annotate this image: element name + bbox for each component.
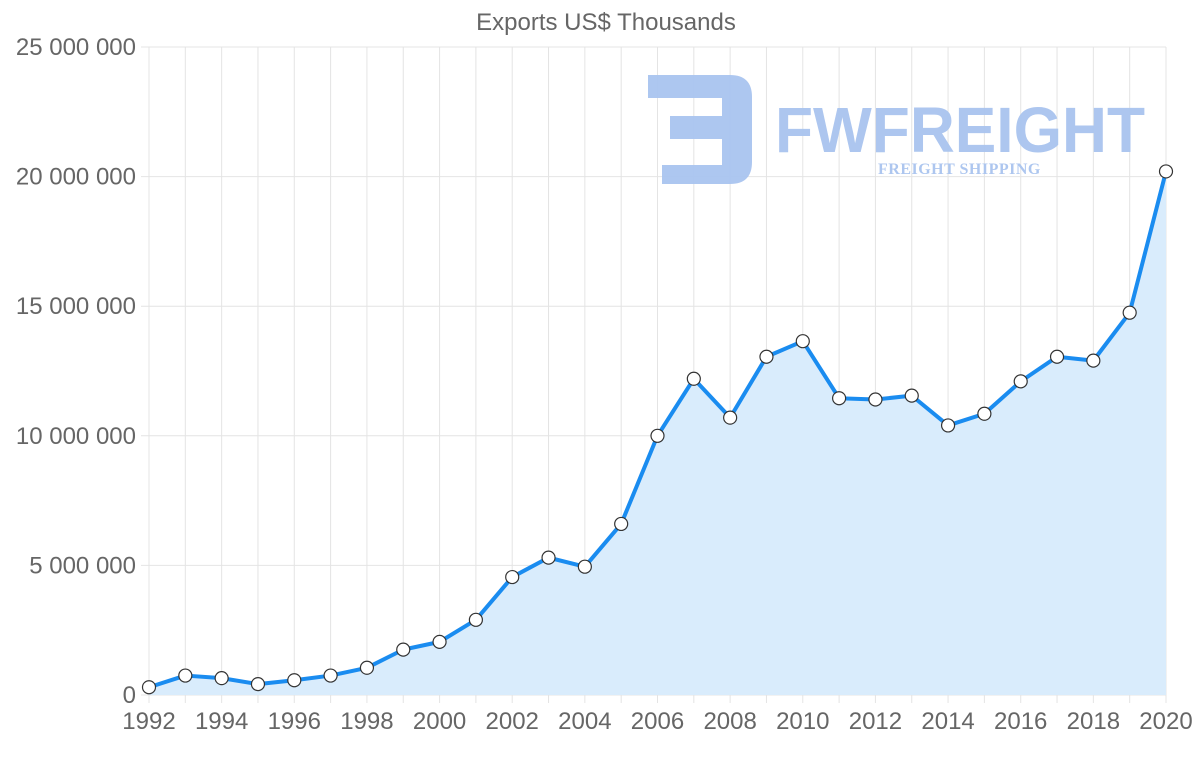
watermark-brand: FWFREIGHT <box>775 94 1145 166</box>
x-tick-label: 1992 <box>122 708 175 735</box>
chart-title: Exports US$ Thousands <box>476 9 736 36</box>
x-tick-label: 2006 <box>631 708 684 735</box>
x-tick-label: 1998 <box>340 708 393 735</box>
data-point-2000[interactable] <box>432 634 447 649</box>
fw-logo-icon <box>648 75 752 184</box>
x-tick-label: 1996 <box>268 708 321 735</box>
data-point-2005[interactable] <box>614 516 629 532</box>
x-tick-label: 2016 <box>994 708 1047 735</box>
data-point-2015[interactable] <box>977 406 992 421</box>
y-tick-label: 5 000 000 <box>29 552 136 579</box>
x-tick-label: 1994 <box>195 708 248 735</box>
data-point-2006[interactable] <box>650 428 665 443</box>
data-point-1997[interactable] <box>323 668 338 683</box>
x-tick-label: 2012 <box>849 708 902 735</box>
x-tick-label: 2010 <box>776 708 829 735</box>
data-point-2004[interactable] <box>577 559 592 574</box>
data-point-1998[interactable] <box>359 660 375 675</box>
y-tick-label: 20 000 000 <box>16 164 136 191</box>
data-point-2012[interactable] <box>868 392 883 407</box>
watermark-tagline: FREIGHT SHIPPING <box>878 161 1041 178</box>
data-point-2008[interactable] <box>723 410 738 425</box>
x-tick-label: 2008 <box>703 708 756 735</box>
y-tick-label: 0 <box>123 682 136 709</box>
data-point-1992[interactable] <box>141 680 157 695</box>
y-tick-label: 15 000 000 <box>16 293 136 320</box>
data-point-2009[interactable] <box>759 349 774 364</box>
data-point-1995[interactable] <box>250 677 266 692</box>
data-point-2010[interactable] <box>795 334 810 349</box>
data-point-2001[interactable] <box>468 612 483 627</box>
data-point-2018[interactable] <box>1086 353 1101 368</box>
data-point-1996[interactable] <box>287 673 302 688</box>
x-tick-label: 2018 <box>1067 708 1120 735</box>
data-point-2011[interactable] <box>832 391 847 406</box>
data-point-2020[interactable] <box>1158 164 1174 179</box>
x-tick-label: 2020 <box>1139 708 1192 735</box>
data-point-2002[interactable] <box>505 569 520 585</box>
data-point-1993[interactable] <box>178 668 193 683</box>
data-point-2014[interactable] <box>940 418 956 433</box>
data-point-1999[interactable] <box>396 642 411 657</box>
data-point-2017[interactable] <box>1049 349 1065 364</box>
data-point-2007[interactable] <box>686 371 701 386</box>
exports-area-fill <box>149 171 1166 695</box>
watermark-logo: FWFREIGHT FREIGHT SHIPPING <box>648 75 1145 184</box>
data-point-2003[interactable] <box>541 550 556 565</box>
data-point-1994[interactable] <box>214 671 229 686</box>
y-tick-label: 10 000 000 <box>16 423 136 450</box>
x-axis-ticks: 1992 1994 1996 1998 2000 2002 2004 2006 2008 2010… <box>122 708 1192 735</box>
data-point-2016[interactable] <box>1013 374 1028 389</box>
x-tick-label: 2000 <box>413 708 466 735</box>
data-point-2013[interactable] <box>904 388 919 403</box>
data-points <box>141 164 1174 695</box>
x-tick-label: 2014 <box>921 708 974 735</box>
y-tick-label: 25 000 000 <box>16 34 136 61</box>
x-tick-label: 2004 <box>558 708 611 735</box>
y-axis-ticks: 0 5 000 000 10 000 000 15 000 000 20 000 000… <box>16 34 136 709</box>
x-tick-label: 2002 <box>486 708 539 735</box>
data-point-2019[interactable] <box>1122 305 1137 320</box>
